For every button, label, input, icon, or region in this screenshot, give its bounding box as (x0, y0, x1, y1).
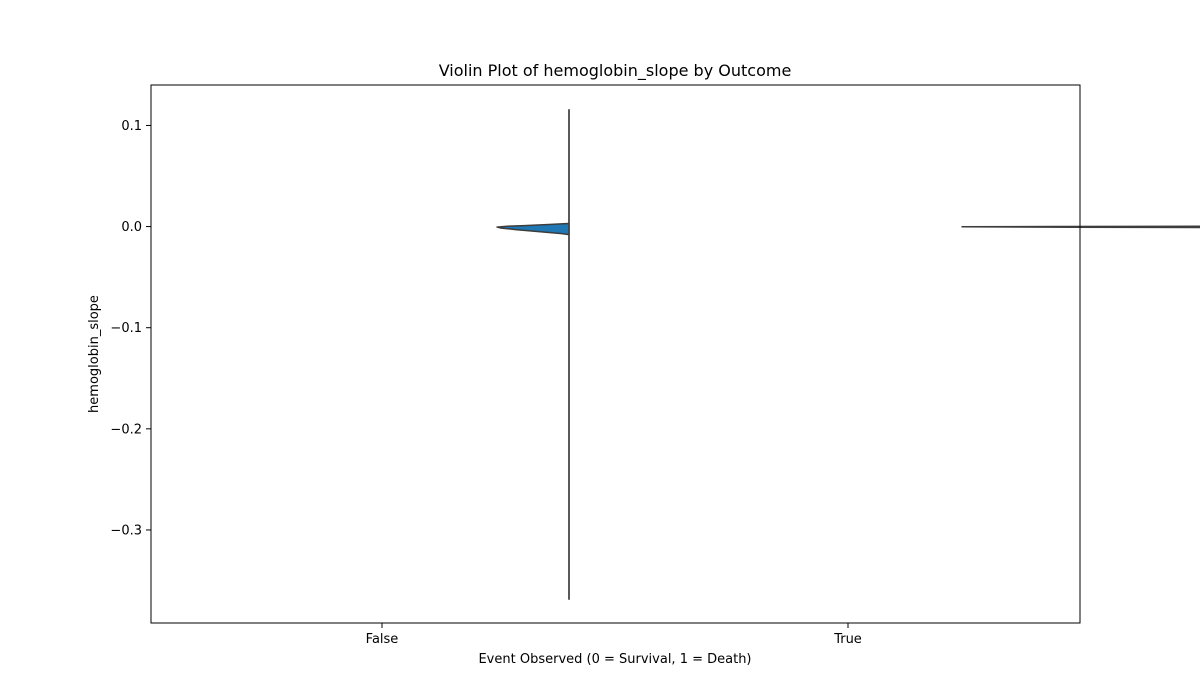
y-tick-label: 0.0 (121, 220, 142, 235)
violin-body-true (961, 225, 1200, 229)
violin-body-false (496, 222, 570, 236)
chart-title: Violin Plot of hemoglobin_slope by Outco… (439, 61, 792, 81)
y-tick-label: −0.1 (110, 321, 142, 336)
y-tick-label: −0.3 (110, 523, 142, 538)
plot-frame (150, 84, 1081, 624)
violins-layer (496, 109, 1200, 600)
x-axis: False True (366, 623, 862, 647)
x-tick-label: False (366, 632, 399, 647)
y-axis-label: hemoglobin_slope (87, 295, 102, 413)
x-tick-label: True (833, 632, 862, 647)
y-tick-label: 0.1 (121, 119, 142, 134)
y-tick-label: −0.2 (110, 422, 142, 437)
y-axis: 0.1 0.0 −0.1 −0.2 −0.3 (110, 119, 151, 538)
x-axis-label: Event Observed (0 = Survival, 1 = Death) (478, 652, 751, 667)
